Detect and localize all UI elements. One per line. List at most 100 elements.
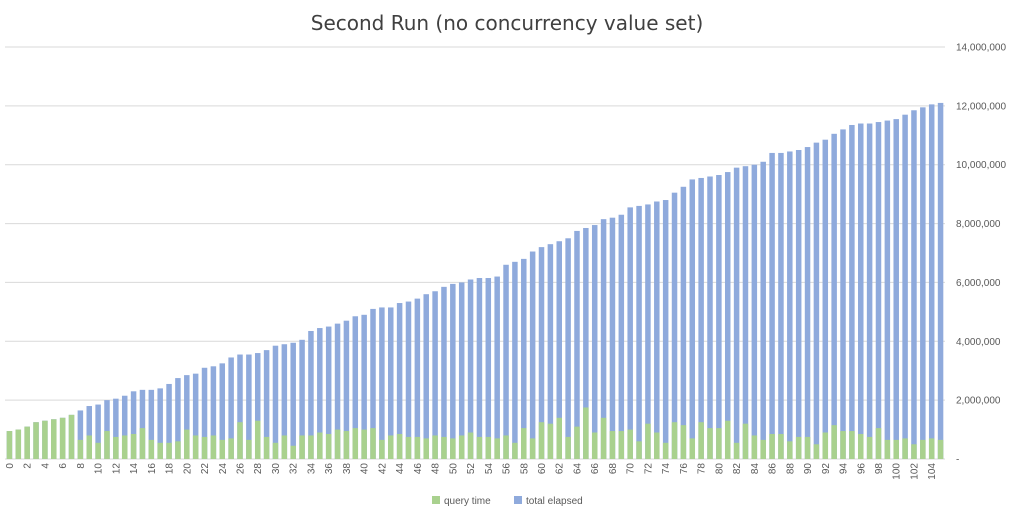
bar-total-elapsed xyxy=(485,278,492,459)
bar-query-time xyxy=(263,436,270,459)
bar-query-time xyxy=(175,441,181,459)
bar-query-time xyxy=(583,407,589,459)
bar-total-elapsed xyxy=(113,398,119,459)
bar-query-time xyxy=(751,435,758,459)
bar-total-elapsed xyxy=(689,179,696,459)
x-tick-label: 90 xyxy=(803,463,814,475)
bar-query-time xyxy=(246,439,252,459)
bar-total-elapsed xyxy=(503,264,509,459)
x-tick-label: 44 xyxy=(395,463,406,475)
x-tick-label: 18 xyxy=(165,463,176,475)
bar-total-elapsed xyxy=(645,204,651,459)
bar-query-time xyxy=(201,436,208,459)
x-tick-label: 72 xyxy=(643,463,654,475)
bar-query-time xyxy=(671,422,678,459)
bar-query-time xyxy=(662,442,669,459)
bar-total-elapsed xyxy=(609,217,616,459)
y-axis-ticks: - 2,000,000 4,000,000 6,000,000 8,000,000 10,… xyxy=(956,43,1006,466)
bar-total-elapsed xyxy=(95,404,101,459)
bar-query-time xyxy=(609,431,616,459)
bar-total-elapsed xyxy=(831,133,837,460)
bar-query-time xyxy=(467,432,474,459)
y-tick-label: 4,000,000 xyxy=(956,337,1001,348)
bar-total-elapsed xyxy=(104,400,110,459)
bar-query-time xyxy=(494,438,500,459)
bar-query-time xyxy=(405,436,412,459)
bar-total-elapsed xyxy=(166,383,172,459)
x-tick-label: 54 xyxy=(484,463,495,475)
bar-query-time xyxy=(547,423,554,459)
legend-swatch-total-elapsed xyxy=(514,496,522,504)
bar-total-elapsed xyxy=(219,363,226,459)
bar-total-elapsed xyxy=(716,175,722,459)
bar-query-time xyxy=(485,436,492,459)
bar-total-elapsed xyxy=(414,298,421,459)
bar-query-time xyxy=(760,439,766,459)
x-tick-label: 22 xyxy=(200,463,211,475)
bar-query-time xyxy=(831,425,837,459)
bar-query-time xyxy=(458,435,465,459)
bar-query-time xyxy=(893,439,899,459)
bar-query-time xyxy=(858,433,864,459)
bar-total-elapsed xyxy=(388,307,394,459)
bar-total-elapsed xyxy=(760,161,766,459)
bar-query-time xyxy=(423,438,429,459)
bar-query-time xyxy=(574,426,580,459)
bar-total-elapsed xyxy=(272,345,279,459)
bar-query-time xyxy=(432,435,438,459)
bar-query-time xyxy=(299,435,305,459)
x-tick-label: 76 xyxy=(679,463,690,475)
bar-total-elapsed xyxy=(795,150,802,459)
bar-total-elapsed xyxy=(254,353,261,459)
bar-query-time xyxy=(113,436,119,459)
x-tick-label: 34 xyxy=(306,463,317,475)
bar-query-time xyxy=(565,436,571,459)
x-tick-label: 28 xyxy=(253,463,264,475)
bar-query-time xyxy=(308,435,314,459)
bar-total-elapsed xyxy=(192,373,199,459)
x-tick-label: 66 xyxy=(590,463,601,475)
bar-query-time xyxy=(343,431,350,459)
bar-query-time xyxy=(414,436,421,459)
bar-query-time xyxy=(787,441,793,459)
bar-total-elapsed xyxy=(654,201,660,459)
bar-query-time xyxy=(680,425,687,459)
bar-query-time xyxy=(928,438,935,459)
bar-total-elapsed xyxy=(246,354,252,459)
x-tick-label: 78 xyxy=(697,463,708,475)
bar-total-elapsed xyxy=(822,139,829,459)
legend: query time total elapsed xyxy=(432,496,583,507)
bar-total-elapsed xyxy=(86,406,92,459)
x-tick-label: 14 xyxy=(129,463,140,475)
x-tick-label: 82 xyxy=(732,463,743,475)
bar-total-elapsed xyxy=(77,410,84,459)
x-tick-label: 68 xyxy=(608,463,619,475)
bar-total-elapsed xyxy=(317,328,323,459)
x-tick-label: 86 xyxy=(768,463,779,475)
bar-total-elapsed xyxy=(210,366,217,459)
bar-total-elapsed xyxy=(707,176,713,459)
bar-total-elapsed xyxy=(423,294,429,459)
bar-query-time xyxy=(840,431,846,459)
x-tick-label: 98 xyxy=(874,463,885,475)
bar-query-time xyxy=(591,432,598,459)
bar-total-elapsed xyxy=(849,124,855,459)
bar-total-elapsed xyxy=(343,320,350,459)
bar-query-time xyxy=(636,441,642,459)
x-tick-label: 12 xyxy=(111,463,122,475)
bar-total-elapsed xyxy=(893,119,899,459)
bar-query-time xyxy=(210,435,217,459)
x-tick-label: 88 xyxy=(785,463,796,475)
bar-total-elapsed xyxy=(565,238,571,459)
query-time-bars xyxy=(6,407,944,459)
x-tick-label: 92 xyxy=(821,463,832,475)
x-tick-label: 10 xyxy=(94,463,105,475)
bar-total-elapsed xyxy=(228,357,234,459)
bar-total-elapsed xyxy=(920,107,926,459)
bar-total-elapsed xyxy=(361,314,367,459)
bar-total-elapsed xyxy=(937,102,944,460)
y-tick-label: 14,000,000 xyxy=(956,43,1006,54)
y-tick-label: 12,000,000 xyxy=(956,101,1006,112)
bar-total-elapsed xyxy=(512,261,518,459)
x-axis-ticks: 0 2 4 6 8 10 12 14 16 18 20 22 24 26 28 30 32 34 36 38 40 42 4… xyxy=(5,463,938,480)
